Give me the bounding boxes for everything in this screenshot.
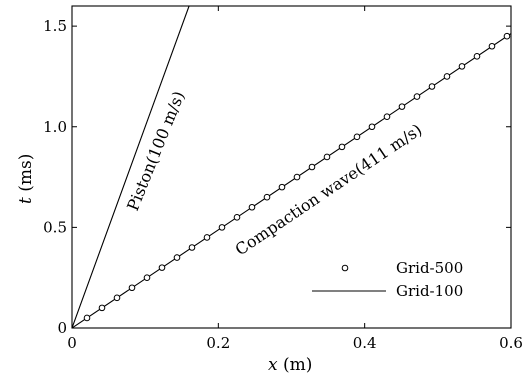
x-axis-label: x (m) (268, 355, 312, 375)
piston-line (72, 6, 190, 328)
data-point-grid-500 (488, 42, 496, 50)
y-tick-label: 0 (57, 319, 67, 337)
data-point-grid-500 (398, 103, 406, 110)
data-point-grid-500 (203, 234, 211, 241)
data-point-grid-500 (338, 143, 346, 151)
y-tick-label: 0.5 (43, 218, 67, 236)
y-tick-label: 1.0 (43, 118, 67, 136)
data-point-grid-500 (188, 244, 196, 251)
data-point-grid-500 (233, 214, 241, 221)
legend: Grid-500 Grid-100 (312, 259, 463, 300)
data-point-grid-500 (83, 314, 91, 322)
y-axis-label: t (ms) (16, 154, 36, 204)
data-point-grid-500 (158, 264, 166, 271)
data-point-grid-500 (293, 173, 301, 181)
legend-marker-grid-500 (341, 264, 349, 272)
data-point-grid-500 (368, 123, 376, 131)
data-point-grid-500 (413, 93, 421, 100)
data-point-grid-500 (98, 304, 106, 312)
data-point-grid-500 (128, 284, 136, 292)
data-point-grid-500 (143, 274, 151, 281)
annotation-piston: Piston(100 m/s) (123, 88, 188, 213)
axis-ticks (71, 6, 512, 329)
data-point-grid-500 (248, 203, 256, 211)
data-point-grid-500 (113, 294, 121, 302)
data-point-grid-500 (218, 224, 226, 231)
data-point-grid-500 (428, 83, 436, 90)
x-tick-label: 0 (67, 334, 77, 352)
data-point-grid-500 (353, 133, 361, 141)
data-point-grid-500 (173, 254, 181, 261)
data-point-grid-500 (263, 193, 271, 201)
series-markers-grid-500 (83, 32, 511, 322)
axis-tick-labels: 0 0.2 0.4 0.6 0 0.5 1.0 1.5 (43, 17, 523, 352)
x-tick-label: 0.2 (206, 334, 230, 352)
data-point-grid-500 (473, 53, 481, 60)
annotation-compaction-wave: Compaction wave(411 m/s) (232, 120, 426, 259)
plot-frame (71, 5, 512, 329)
data-point-grid-500 (278, 183, 286, 191)
legend-label-grid-500: Grid-500 (396, 259, 463, 277)
legend-label-grid-100: Grid-100 (396, 282, 463, 300)
data-point-grid-500 (383, 113, 391, 120)
data-point-grid-500 (443, 73, 451, 80)
data-point-grid-500 (308, 163, 316, 171)
x-tick-label: 0.6 (499, 334, 523, 352)
data-point-grid-500 (323, 153, 331, 161)
x-tick-label: 0.4 (353, 334, 377, 352)
data-point-grid-500 (458, 63, 466, 70)
data-point-grid-500 (503, 32, 511, 40)
y-tick-label: 1.5 (43, 17, 67, 35)
